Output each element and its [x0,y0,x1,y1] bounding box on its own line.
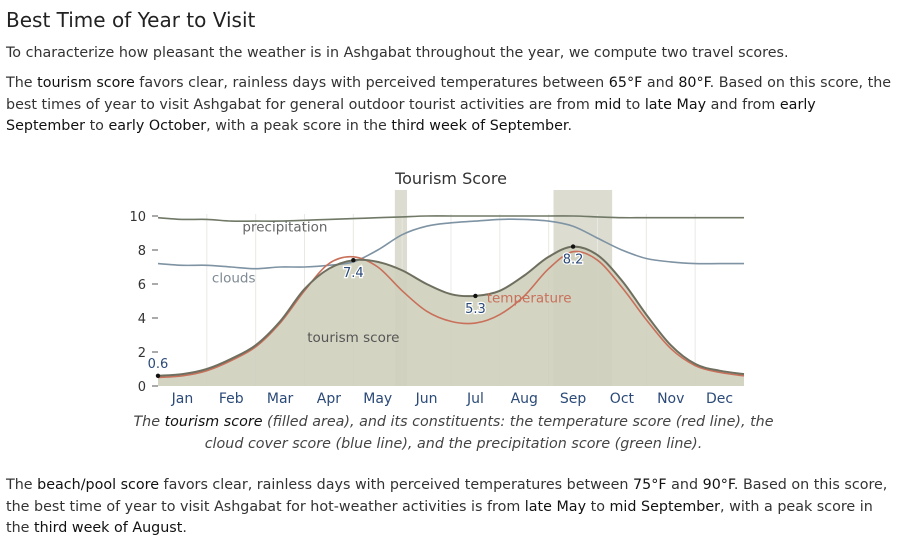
tourism-score-chart: 0 2 4 6 8 10 Jan Feb Mar Apr May Jun Jul Aug Sep Oct Nov… [129,169,745,407]
month-label-mar: Mar [267,391,294,407]
intro-paragraph: To characterize how pleasant the weather… [6,45,789,61]
y-tick-label: 4 [138,312,146,327]
month-label-jul: Jul [466,391,484,407]
y-tick-label: 8 [138,244,146,259]
month-label-jun: Jun [415,391,438,407]
month-label-oct: Oct [610,391,635,407]
y-tick-label: 2 [138,346,146,361]
tourism-score-line [157,245,745,377]
score-marker [570,244,576,249]
tourism-score-term: tourism score [37,75,135,91]
precipitation-line [157,215,744,223]
score-annotation: 7.4 [343,266,364,281]
clouds-line [157,218,744,270]
chart-caption: The tourism score (filled area), and its… [133,414,774,452]
month-label-jan: Jan [171,391,194,407]
tourism-score-area [158,246,744,386]
month-label-sep: Sep [560,391,587,407]
score-annotation: 5.3 [465,302,486,317]
month-label-aug: Aug [511,391,538,407]
score-marker [351,258,356,263]
series-label-temperature: temperature [487,291,572,307]
section-title: Best Time of Year to Visit [6,8,256,32]
y-tick-label: 0 [138,380,146,395]
beach-score-term: beach/pool score [37,477,160,493]
beach-paragraph: The beach/pool score favors clear, rainl… [6,477,888,536]
month-label-feb: Feb [219,391,244,407]
month-label-dec: Dec [706,391,733,407]
y-tick-label: 10 [129,210,146,225]
month-label-apr: Apr [317,391,341,407]
tourism-paragraph: The tourism score favors clear, rainless… [6,75,892,134]
score-annotation: 8.2 [563,253,584,268]
series-label-clouds: clouds [212,270,256,286]
chart-title: Tourism Score [394,169,507,188]
score-marker [155,373,161,378]
temperature-line [157,250,745,379]
series-label-tourism-score: tourism score [307,330,399,346]
month-label-may: May [363,391,392,407]
month-label-nov: Nov [657,391,684,407]
score-annotation: 0.6 [148,357,169,372]
series-label-precipitation: precipitation [242,219,327,235]
y-tick-label: 6 [138,278,146,293]
score-marker [473,293,478,299]
